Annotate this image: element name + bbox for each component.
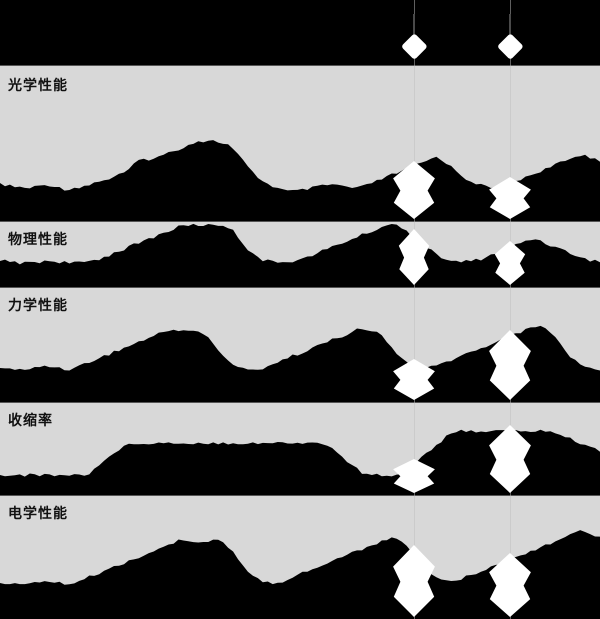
marker-lens-1-optical <box>392 66 436 221</box>
band-electrical-silhouette <box>0 530 600 619</box>
marker-lens-1-electrical <box>392 496 436 619</box>
marker-lens-2-physical <box>494 222 526 287</box>
band-optical-profile <box>0 66 600 221</box>
marker-lens-2-shrinkage <box>488 403 532 495</box>
band-separator-2 <box>0 287 600 288</box>
band-separator-4 <box>0 495 600 496</box>
marker-guide-line-1 <box>414 0 415 619</box>
band-header <box>0 0 600 65</box>
band-label-shrinkage: 收缩率 <box>8 412 53 428</box>
marker-lens-1-shrinkage <box>392 403 436 495</box>
band-separator-3 <box>0 402 600 403</box>
band-separator-0 <box>0 65 600 66</box>
marker-guide-line-2 <box>510 0 511 619</box>
band-separator-1 <box>0 221 600 222</box>
band-label-optical: 光学性能 <box>8 77 68 93</box>
band-mechanical-profile <box>0 288 600 402</box>
marker-lens-1-mechanical <box>392 288 436 402</box>
band-mechanical-silhouette <box>0 325 600 402</box>
marker-lens-2-mechanical <box>488 288 532 402</box>
band-physical-profile <box>0 222 600 287</box>
marker-stem-2 <box>509 14 511 37</box>
band-physical-silhouette <box>0 223 600 287</box>
marker-lens-2-electrical <box>488 496 532 619</box>
band-label-physical: 物理性能 <box>8 231 68 247</box>
band-electrical-profile <box>0 496 600 619</box>
marker-stem-1 <box>413 14 415 37</box>
band-label-electrical: 电学性能 <box>8 505 68 521</box>
band-optical-silhouette <box>0 140 600 221</box>
band-shrinkage-silhouette <box>0 429 600 495</box>
band-label-mechanical: 力学性能 <box>8 297 68 313</box>
marker-lens-2-optical <box>488 66 532 221</box>
band-shrinkage-profile <box>0 403 600 495</box>
marker-lens-1-physical <box>398 222 430 287</box>
